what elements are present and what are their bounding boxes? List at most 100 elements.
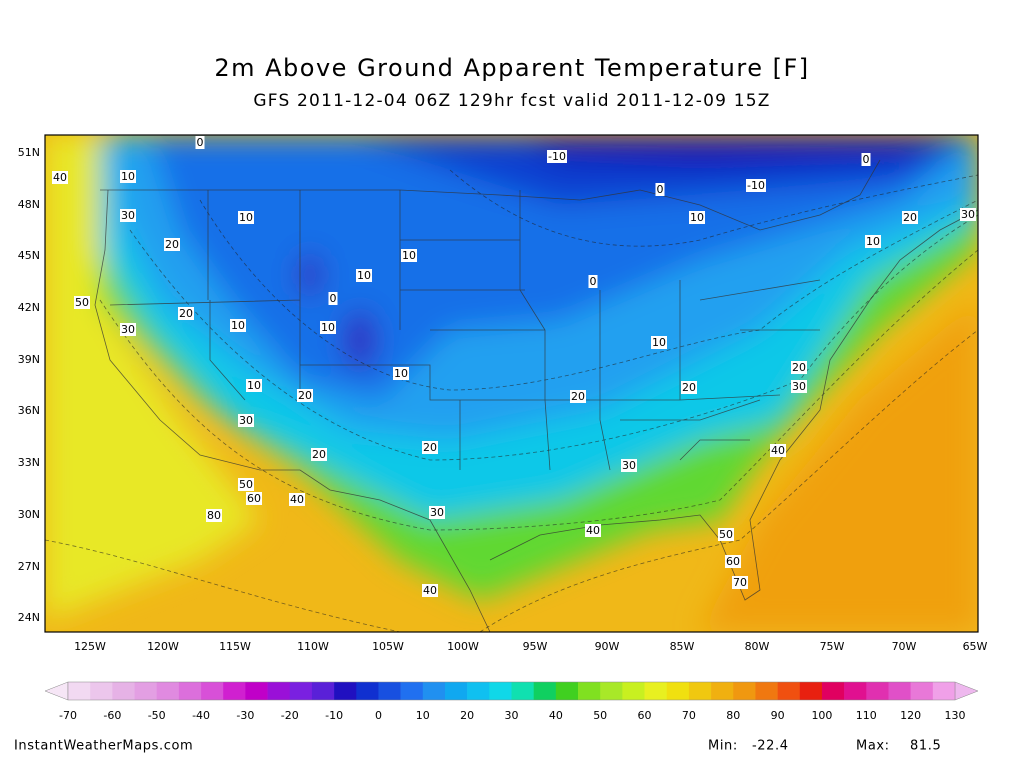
contour-label-bg: [791, 380, 807, 393]
contour-label-bg: [238, 414, 254, 427]
lon-label: 80W: [745, 640, 770, 653]
colorbar-box: [178, 682, 202, 700]
colorbar-box: [356, 682, 379, 700]
contour-label: 50: [719, 528, 733, 541]
contour-label-bg: [791, 361, 807, 374]
contour-label-bg: [393, 367, 409, 380]
lat-label: 39N: [18, 353, 40, 366]
contour-label-bg: [651, 336, 667, 349]
contour-label-bg: [311, 448, 327, 461]
contour-label-bg: [52, 171, 68, 184]
colorbar-box: [334, 682, 357, 700]
contour-label: 50: [239, 478, 253, 491]
min-value: -22.4: [752, 739, 789, 754]
colorbar-label: 60: [638, 709, 652, 722]
colorbar-box: [90, 682, 113, 700]
contour-label-bg: [570, 390, 586, 403]
contour-label-bg: [320, 321, 336, 334]
contour-label: 70: [733, 576, 747, 589]
contour-label-bg: [246, 379, 262, 392]
contour-label-bg: [621, 459, 637, 472]
source: InstantWeatherMaps.com: [14, 739, 193, 754]
lat-label: 36N: [18, 404, 40, 417]
contour-label-bg: [902, 211, 918, 224]
contour-label: 40: [290, 493, 304, 506]
contour-label-bg: [164, 238, 180, 251]
colorbar-label: 80: [726, 709, 740, 722]
min-label: Min:: [708, 739, 738, 754]
contour-label: 30: [430, 506, 444, 519]
contour-label-bg: [120, 209, 136, 222]
colorbar-label: 120: [900, 709, 921, 722]
lon-label: 90W: [595, 640, 620, 653]
colorbar-label: -60: [103, 709, 121, 722]
lat-label: 45N: [18, 249, 40, 262]
contour-label-bg: [585, 524, 601, 537]
colorbar-box: [644, 682, 668, 700]
contour-label: 10: [357, 269, 371, 282]
colorbar-box: [112, 682, 135, 700]
lon-label: 85W: [670, 640, 695, 653]
colorbar-box: [533, 682, 557, 700]
colorbar-box: [245, 682, 268, 700]
colorbar-box: [378, 682, 401, 700]
colorbar-box: [666, 682, 690, 700]
colorbar-box: [400, 682, 424, 700]
contour-label-bg: [422, 584, 438, 597]
colorbar-box: [733, 682, 756, 700]
contour-label: 10: [652, 336, 666, 349]
contour-label-bg: [770, 444, 786, 457]
contour-label: 10: [394, 367, 408, 380]
contour-label-bg: [401, 249, 417, 262]
contour-label-bg: [297, 389, 313, 402]
contour-label: 20: [179, 307, 193, 320]
contour-label-bg: [865, 235, 881, 248]
map-frame: [44, 134, 979, 633]
contour-label-bg: [681, 381, 697, 394]
colorbar-label: 20: [460, 709, 474, 722]
contour-label-bg: [238, 478, 254, 491]
colorbar-box: [156, 682, 180, 700]
colorbar-box: [844, 682, 867, 700]
colorbar-label: 0: [375, 709, 382, 722]
contour-label: 50: [75, 296, 89, 309]
contour-label-bg: [422, 441, 438, 454]
colorbar-label: 70: [682, 709, 696, 722]
contour-label-bg: [74, 296, 90, 309]
colorbar-frame: [67, 681, 956, 701]
colorbar-label: -30: [236, 709, 254, 722]
contour-label-bg: [689, 211, 705, 224]
contour-label: 20: [312, 448, 326, 461]
contour-label: 20: [423, 441, 437, 454]
contour-label: 60: [247, 492, 261, 505]
title: 2m Above Ground Apparent Temperature [F]: [214, 54, 809, 82]
lon-label: 100W: [447, 640, 479, 653]
colorbar-label: 130: [945, 709, 966, 722]
colorbar-under: [44, 681, 69, 701]
colorbar-box: [467, 682, 490, 700]
contour-label: 20: [903, 211, 917, 224]
colorbar-box: [932, 682, 956, 700]
lon-label: 95W: [523, 640, 548, 653]
colorbar-label: 30: [505, 709, 519, 722]
colorbar-label: 50: [593, 709, 607, 722]
contour-label: 40: [53, 171, 67, 184]
contour-label: 40: [771, 444, 785, 457]
contour-label: 20: [571, 390, 585, 403]
colorbar-label: 40: [549, 709, 563, 722]
colorbar-box: [311, 682, 335, 700]
lat-label: 42N: [18, 301, 40, 314]
contour-label: 20: [792, 361, 806, 374]
max-value: 81.5: [910, 739, 941, 754]
colorbar-box: [821, 682, 845, 700]
colorbar-label: 90: [771, 709, 785, 722]
contour-label: 10: [247, 379, 261, 392]
contour-label: 40: [423, 584, 437, 597]
colorbar-box: [622, 682, 645, 700]
contour-label-bg: [746, 179, 766, 192]
colorbar-box: [888, 682, 911, 700]
lon-label: 125W: [74, 640, 106, 653]
contour-label-bg: [230, 319, 246, 332]
contour-label: 30: [961, 208, 975, 221]
